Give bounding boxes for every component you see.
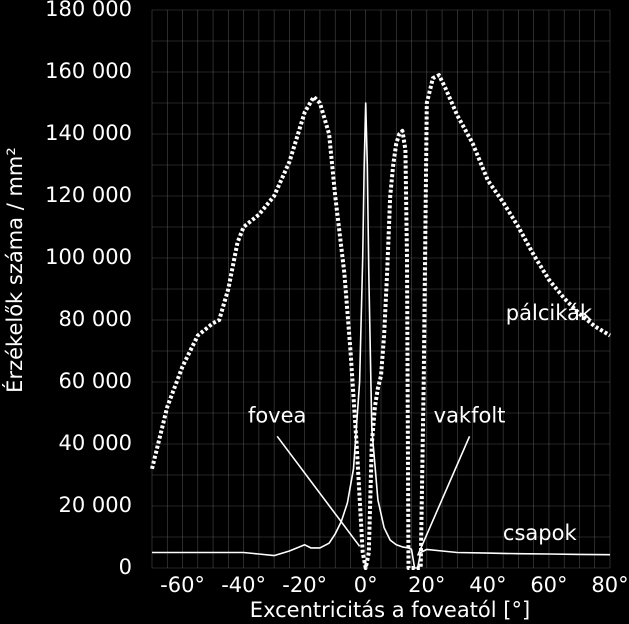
series-line-csapok — [152, 102, 611, 569]
x-tick-label: -20° — [282, 573, 327, 597]
annotation-label: csapok — [503, 521, 578, 545]
annotation-label: pálcikák — [506, 301, 593, 325]
annotation-pointer — [416, 435, 471, 556]
x-tick-label: 20° — [408, 573, 445, 597]
x-tick-label: 80° — [591, 573, 628, 597]
y-axis-title: Érzékelők száma / mm² — [2, 147, 27, 393]
y-tick-label: 140 000 — [45, 121, 132, 145]
y-tick-label: 100 000 — [45, 245, 132, 269]
annotation-label: fovea — [248, 403, 306, 427]
y-tick-label: 60 000 — [59, 369, 132, 393]
annotation-label: vakfolt — [434, 403, 506, 427]
annotation-pointers — [276, 435, 471, 556]
x-axis-title: Excentricitás a foveatól [°] — [250, 598, 530, 622]
y-tick-label: 20 000 — [59, 493, 132, 517]
x-tick-label: 60° — [530, 573, 567, 597]
y-tick-label: 80 000 — [59, 307, 132, 331]
x-tick-label: -60° — [160, 573, 205, 597]
y-tick-labels: 0 20 000 40 000 60 000 80 000 100 000 120 000 1… — [45, 0, 132, 579]
x-tick-label: 40° — [469, 573, 506, 597]
y-tick-label: 0 — [119, 555, 132, 579]
y-tick-label: 120 000 — [45, 183, 132, 207]
grid — [151, 9, 611, 569]
y-tick-label: 160 000 — [45, 59, 132, 83]
x-tick-label: 0° — [354, 573, 378, 597]
annotation-labels: pálcikák csapok fovea vakfolt — [248, 301, 593, 545]
x-tick-labels: -60° -40° -20° 0° 20° 40° 60° 80° — [160, 573, 628, 597]
x-tick-label: -40° — [221, 573, 266, 597]
y-tick-label: 180 000 — [45, 0, 132, 21]
series-lines — [150, 73, 612, 570]
y-tick-label: 40 000 — [59, 431, 132, 455]
annotation-pointer — [276, 435, 361, 547]
